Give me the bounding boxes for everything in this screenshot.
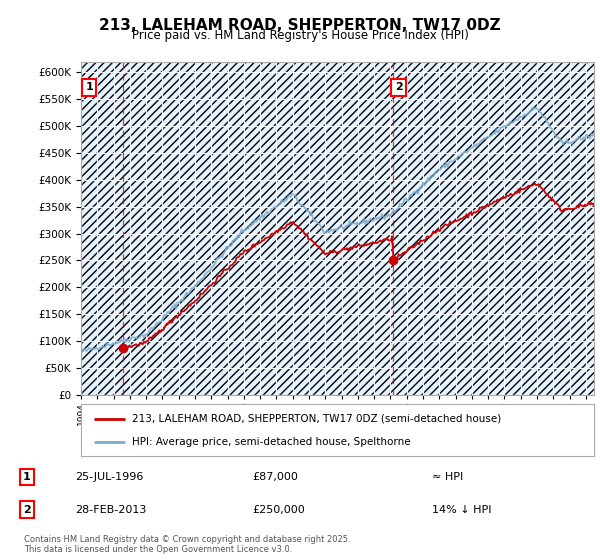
Text: Price paid vs. HM Land Registry's House Price Index (HPI): Price paid vs. HM Land Registry's House … (131, 29, 469, 42)
Text: ≈ HPI: ≈ HPI (432, 472, 463, 482)
Text: HPI: Average price, semi-detached house, Spelthorne: HPI: Average price, semi-detached house,… (133, 437, 411, 447)
Text: Contains HM Land Registry data © Crown copyright and database right 2025.
This d: Contains HM Land Registry data © Crown c… (24, 535, 350, 554)
Text: 28-FEB-2013: 28-FEB-2013 (75, 505, 146, 515)
Text: 25-JUL-1996: 25-JUL-1996 (75, 472, 143, 482)
Text: 213, LALEHAM ROAD, SHEPPERTON, TW17 0DZ (semi-detached house): 213, LALEHAM ROAD, SHEPPERTON, TW17 0DZ … (133, 414, 502, 424)
Text: £250,000: £250,000 (252, 505, 305, 515)
Text: 1: 1 (85, 82, 93, 92)
Text: 2: 2 (395, 82, 403, 92)
Text: 213, LALEHAM ROAD, SHEPPERTON, TW17 0DZ: 213, LALEHAM ROAD, SHEPPERTON, TW17 0DZ (99, 18, 501, 33)
Text: 2: 2 (23, 505, 31, 515)
Text: 1: 1 (23, 472, 31, 482)
Text: £87,000: £87,000 (252, 472, 298, 482)
Text: 14% ↓ HPI: 14% ↓ HPI (432, 505, 491, 515)
